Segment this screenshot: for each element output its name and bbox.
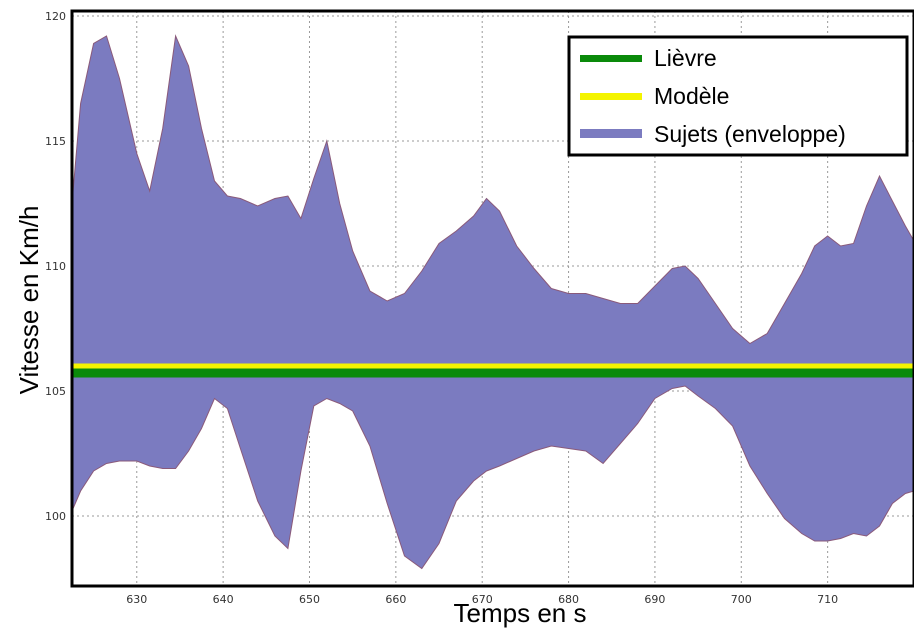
x-tick-label-630: 630 [126,593,147,606]
x-tick-label-660: 660 [385,593,406,606]
x-tick-label-670: 670 [472,593,493,606]
legend-label-sujets: Sujets (enveloppe) [654,121,846,147]
y-tick-labels: 100 105 110 115 120 [45,10,66,523]
x-tick-label-650: 650 [299,593,320,606]
y-tick-label-120: 120 [45,10,66,23]
plot-frame [70,9,914,588]
x-tick-label-640: 640 [213,593,234,606]
x-tick-label-700: 700 [731,593,752,606]
y-tick-label-100: 100 [45,510,66,523]
y-axis-title: Vitesse en Km/h [14,206,44,395]
x-axis-title: Temps en s [454,598,587,628]
plot-series [71,34,914,570]
legend: Lièvre Modèle Sujets (enveloppe) [567,35,909,157]
y-tick-label-115: 115 [45,135,66,148]
x-tick-label-710: 710 [817,593,838,606]
legend-label-modele: Modèle [654,83,729,109]
y-tick-label-110: 110 [45,260,66,273]
legend-swatch-lievre [580,55,642,62]
x-tick-labels: 630 640 650 660 670 680 690 700 710 [126,593,838,606]
x-tick-label-690: 690 [644,593,665,606]
series-sujets-envelope [71,34,914,570]
legend-label-lievre: Lièvre [654,45,717,71]
legend-swatch-modele [580,93,642,100]
y-tick-label-105: 105 [45,385,66,398]
legend-swatch-sujets [580,129,642,138]
x-tick-label-680: 680 [558,593,579,606]
